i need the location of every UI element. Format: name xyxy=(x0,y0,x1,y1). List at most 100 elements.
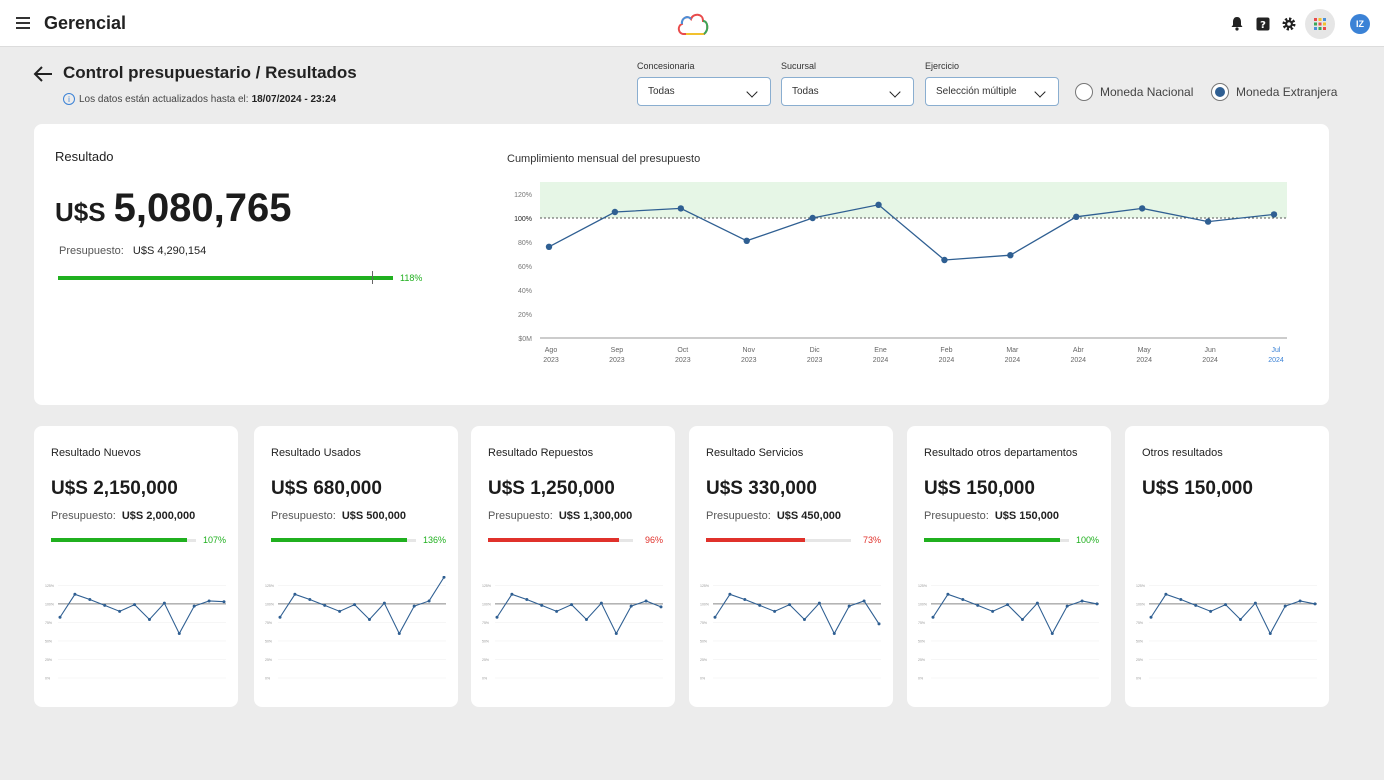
gear-icon[interactable] xyxy=(1281,16,1297,32)
concesionaria-label: Concesionaria xyxy=(637,61,695,71)
card-progress-bar xyxy=(51,538,187,542)
y-tick-label: 40% xyxy=(518,288,532,295)
card-resultado-servicios: Resultado Servicios U$S 330,000 Presupue… xyxy=(689,426,893,707)
avatar[interactable]: IZ xyxy=(1350,13,1370,34)
x-tick-year: 2023 xyxy=(543,357,559,364)
data-point xyxy=(367,617,371,621)
data-point xyxy=(207,599,211,603)
data-point xyxy=(222,600,226,604)
data-point xyxy=(1006,603,1010,607)
radio-circle xyxy=(1075,83,1093,101)
x-tick-year: 2024 xyxy=(1070,357,1086,364)
data-point xyxy=(1238,617,1242,621)
card-title: Resultado Servicios xyxy=(706,447,804,459)
radio-moneda-nacional[interactable]: Moneda Nacional xyxy=(1075,83,1193,101)
y-tick-label: 100% xyxy=(265,602,274,606)
summary-budget-marker xyxy=(372,271,373,284)
series-line xyxy=(279,576,445,635)
y-tick-label: 25% xyxy=(1136,658,1143,662)
y-tick-label: 25% xyxy=(482,658,489,662)
series-line xyxy=(59,593,225,635)
data-point xyxy=(584,617,588,621)
summary-value: U$S 5,080,765 xyxy=(55,186,292,231)
y-tick-label: 0% xyxy=(265,677,270,681)
y-tick-label: 75% xyxy=(265,621,272,625)
bell-icon[interactable] xyxy=(1229,16,1245,32)
y-tick-label: 100% xyxy=(514,216,532,223)
card-line-chart: 0% 25% 50% 75% 100% 125% xyxy=(1136,584,1317,681)
summary-amount: 5,080,765 xyxy=(113,186,292,230)
update-value: 18/07/2024 - 23:24 xyxy=(251,93,337,105)
menu-icon[interactable] xyxy=(16,17,30,29)
data-point xyxy=(1080,599,1084,603)
x-tick-year: 2024 xyxy=(1136,357,1152,364)
data-point xyxy=(713,615,717,619)
data-point xyxy=(118,609,122,613)
y-tick-label: 120% xyxy=(514,192,532,199)
card-budget-value: U$S 450,000 xyxy=(776,510,842,522)
card-percent: 73% xyxy=(862,535,881,545)
back-arrow-icon[interactable] xyxy=(33,65,53,83)
data-point xyxy=(1020,617,1024,621)
data-point xyxy=(931,615,935,619)
data-point xyxy=(412,604,416,608)
x-tick-label: Feb xyxy=(940,347,952,354)
target-band xyxy=(540,182,1287,218)
concesionaria-select[interactable]: Todas xyxy=(637,77,771,106)
y-tick-label: 75% xyxy=(700,621,707,625)
sucursal-select[interactable]: Todas xyxy=(781,77,914,106)
card-value: U$S 680,000 xyxy=(271,478,382,499)
data-point xyxy=(773,609,777,613)
card-budget: Presupuesto: U$S 450,000 xyxy=(706,510,841,522)
y-tick-label: 100% xyxy=(45,602,54,606)
page-title: Control presupuestario / Resultados xyxy=(63,63,357,82)
apps-icon[interactable] xyxy=(1305,8,1335,39)
y-tick-label: 20% xyxy=(518,312,532,319)
card-budget-value: U$S 2,000,000 xyxy=(121,510,196,522)
data-point xyxy=(877,622,881,626)
y-tick-label: 125% xyxy=(700,584,709,588)
radio-label: Moneda Nacional xyxy=(1100,85,1194,99)
card-percent: 136% xyxy=(422,535,446,545)
card-line-chart: 0% 25% 50% 75% 100% 125% xyxy=(482,584,663,681)
data-point xyxy=(743,237,750,244)
summary-budget-value: U$S 4,290,154 xyxy=(132,245,207,257)
card-value: U$S 150,000 xyxy=(924,478,1035,499)
card-title: Resultado Repuestos xyxy=(488,447,594,459)
data-point xyxy=(614,632,618,636)
data-point xyxy=(677,205,685,212)
series-line xyxy=(932,593,1098,635)
ejercicio-value: Selección múltiple xyxy=(936,86,1017,97)
data-point xyxy=(192,604,196,608)
data-point xyxy=(540,603,544,607)
card-progress-bar xyxy=(924,538,1060,542)
summary-progress-bar xyxy=(58,276,393,280)
data-point xyxy=(1095,602,1099,606)
data-point xyxy=(278,615,282,619)
update-label: Los datos están actualizados hasta el: xyxy=(79,93,249,105)
x-tick-year: 2023 xyxy=(675,357,691,364)
card-budget-label: Presupuesto: xyxy=(488,510,553,522)
x-tick-label: Abr xyxy=(1073,347,1085,354)
data-point xyxy=(323,603,327,607)
data-point xyxy=(758,603,762,607)
ejercicio-select[interactable]: Selección múltiple xyxy=(925,77,1059,106)
data-point xyxy=(611,208,619,216)
data-point xyxy=(147,617,151,621)
svg-text:?: ? xyxy=(1260,20,1266,31)
data-point xyxy=(743,597,747,601)
data-point xyxy=(308,597,312,601)
card-line-chart: 0% 25% 50% 75% 100% 125% xyxy=(265,576,446,681)
card-resultado-repuestos: Resultado Repuestos U$S 1,250,000 Presup… xyxy=(471,426,675,707)
y-tick-label: 80% xyxy=(518,240,532,247)
x-tick-label: Sep xyxy=(611,347,624,354)
x-tick-year: 2024 xyxy=(873,357,889,364)
help-icon[interactable]: ? xyxy=(1255,16,1271,32)
card-budget-value: U$S 500,000 xyxy=(341,510,407,522)
card-budget-value: U$S 150,000 xyxy=(994,510,1060,522)
radio-circle xyxy=(1211,83,1229,101)
data-point xyxy=(644,599,648,603)
radio-moneda-extranjera[interactable]: Moneda Extranjera xyxy=(1211,83,1337,101)
x-tick-year: 2023 xyxy=(807,357,823,364)
data-point xyxy=(1298,599,1302,603)
